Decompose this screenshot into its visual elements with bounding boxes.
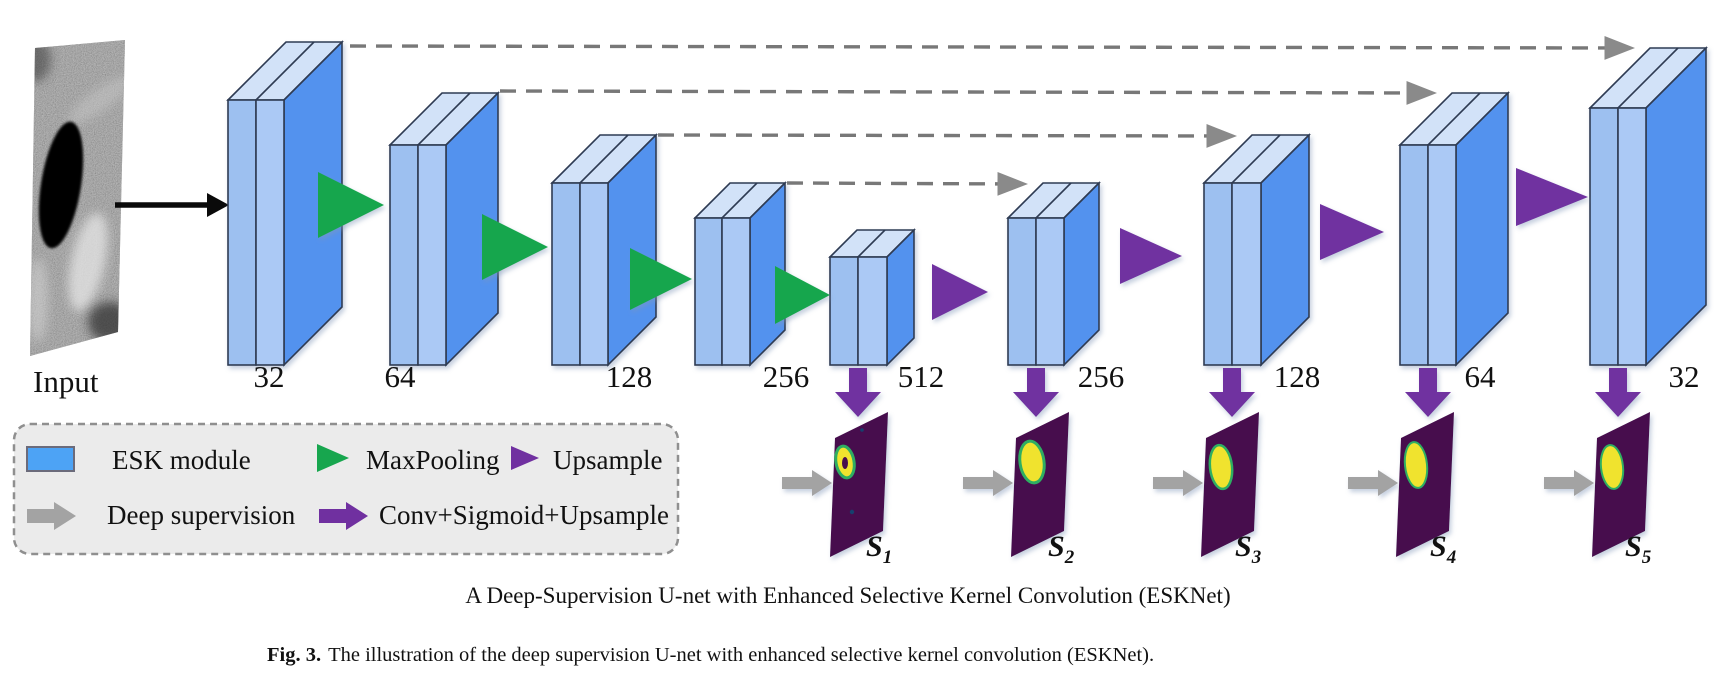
esk-block-decoder-128 — [1202, 133, 1311, 367]
esk-block-encoder-256 — [693, 181, 787, 367]
channel-label-dec-32: 32 — [1669, 359, 1700, 394]
channel-label-enc-32: 32 — [254, 359, 285, 394]
deep-supervision-legend-icon — [27, 502, 76, 530]
channel-label-enc-128: 128 — [606, 359, 653, 394]
esk-block-bottleneck-512 — [828, 228, 916, 367]
deep-supervision-arrow-2 — [963, 470, 1013, 496]
channel-label-dec-64: 64 — [1465, 359, 1497, 394]
output-label-s3: S3 — [1235, 530, 1261, 568]
channel-label-dec-128: 128 — [1274, 359, 1321, 394]
deep-supervision-arrow-3 — [1153, 470, 1203, 496]
channel-label-512: 512 — [898, 359, 945, 394]
conv-sigmoid-upsample-arrow-2 — [1013, 368, 1059, 417]
figure-caption: Fig. 3. The illustration of the deep supe… — [267, 644, 1154, 666]
output-map-s5 — [1592, 412, 1650, 557]
legend: ESK module MaxPooling Upsample Deep supe… — [12, 422, 680, 556]
maxpooling-triangle-4 — [775, 266, 830, 324]
output-label-s4: S4 — [1430, 530, 1456, 568]
conv-sigmoid-upsample-legend-icon — [319, 502, 368, 530]
maxpooling-triangle-3 — [630, 248, 692, 310]
skip-connection-1 — [349, 36, 1636, 60]
maxpooling-triangle-1 — [318, 172, 384, 238]
esk-block-encoder-128 — [550, 133, 658, 367]
input-arrow — [115, 193, 229, 217]
legend-conv-sigmoid-upsample-label: Conv+Sigmoid+Upsample — [379, 500, 669, 530]
esk-block-decoder-32 — [1588, 46, 1708, 367]
input-ultrasound-image: Input — [30, 40, 125, 399]
skip-connection-4 — [786, 171, 1029, 196]
output-label-s1: S1 — [866, 530, 892, 568]
output-label-s5: S5 — [1625, 530, 1652, 568]
esk-block-encoder-32 — [226, 40, 344, 367]
skip-connection-2 — [499, 81, 1438, 105]
conv-sigmoid-upsample-arrow-4 — [1405, 368, 1451, 417]
maxpooling-legend-icon — [317, 444, 349, 472]
legend-box — [12, 422, 680, 556]
esk-block-decoder-256 — [1006, 181, 1101, 367]
input-label: Input — [33, 364, 99, 399]
deep-supervision-arrow-1 — [782, 470, 832, 496]
output-label-s2: S2 — [1048, 530, 1075, 568]
skip-connection-3 — [657, 124, 1238, 148]
channel-label-enc-64: 64 — [385, 359, 417, 394]
lesion-region — [38, 121, 84, 249]
output-map-s1 — [830, 412, 888, 557]
esk-block-decoder-64 — [1398, 91, 1510, 367]
channel-label-dec-256: 256 — [1078, 359, 1125, 394]
output-map-s2 — [1011, 412, 1069, 557]
skip-connections — [349, 36, 1636, 196]
conv-sigmoid-upsample-arrow-3 — [1209, 368, 1255, 417]
legend-deep-supervision-label: Deep supervision — [107, 500, 296, 530]
upsample-triangle-2 — [1120, 228, 1182, 284]
legend-maxpooling-label: MaxPooling — [366, 445, 500, 475]
deep-supervision-arrow-4 — [1348, 470, 1398, 496]
esk-block-encoder-64 — [388, 91, 500, 367]
upsample-triangle-3 — [1320, 204, 1384, 260]
legend-upsample-label: Upsample — [553, 445, 662, 475]
legend-esk-module-label: ESK module — [112, 445, 251, 475]
maxpooling-triangle-2 — [482, 214, 548, 280]
upsample-legend-icon — [511, 446, 539, 470]
upsample-triangle-4 — [1516, 168, 1588, 226]
conv-sigmoid-upsample-arrow-5 — [1595, 368, 1641, 417]
esk-module-swatch — [26, 446, 75, 472]
channel-label-enc-256: 256 — [763, 359, 810, 394]
upsample-triangle-1 — [932, 264, 988, 320]
diagram-subtitle: A Deep-Supervision U-net with Enhanced S… — [465, 583, 1230, 608]
deep-supervision-arrow-5 — [1544, 470, 1594, 496]
output-map-s4 — [1396, 412, 1454, 557]
output-map-s3 — [1201, 412, 1259, 557]
conv-sigmoid-upsample-arrow-1 — [835, 368, 881, 417]
